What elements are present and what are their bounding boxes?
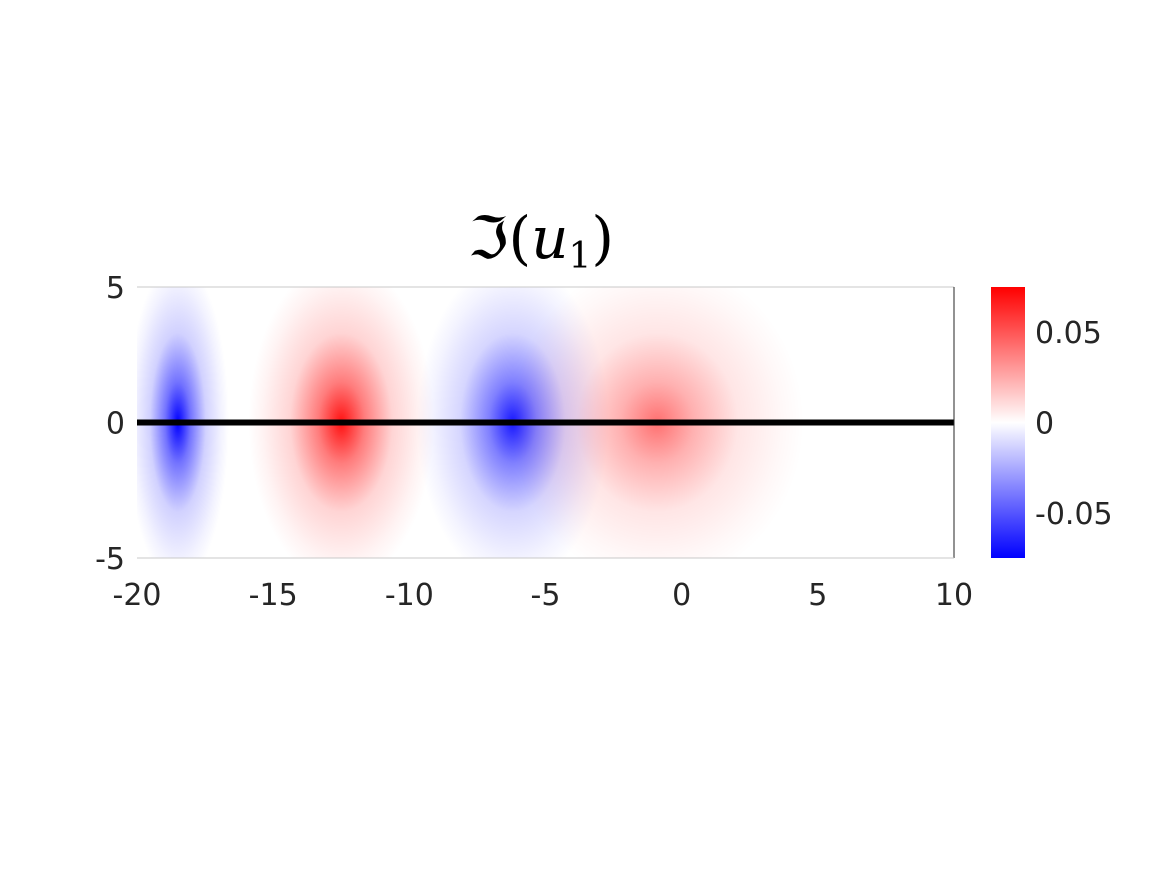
title-variable: u: [531, 204, 568, 272]
title-prefix: ℑ(: [468, 204, 531, 272]
x-tick-label: -5: [531, 578, 561, 613]
colorbar-gradient: [991, 287, 1025, 558]
x-tick-label: -20: [113, 578, 162, 613]
chart-title: ℑ(u1): [468, 204, 614, 277]
colorbar: 0.05 0 -0.05: [991, 287, 1113, 558]
title-subscript: 1: [568, 236, 591, 277]
x-tick-label: -15: [249, 578, 298, 613]
colorbar-tick-label: 0.05: [1035, 316, 1102, 351]
x-tick-label: 5: [808, 578, 827, 613]
x-tick-label: -10: [385, 578, 434, 613]
title-suffix: ): [591, 204, 614, 272]
y-tick-label: -5: [95, 542, 125, 577]
colorbar-tick-labels: 0.05 0 -0.05: [1035, 316, 1113, 532]
plot-area: [137, 286, 955, 559]
colorbar-tick-label: -0.05: [1035, 497, 1113, 532]
x-tick-labels: -20 -15 -10 -5 0 5 10: [113, 578, 974, 613]
y-tick-labels: 5 0 -5: [95, 271, 125, 577]
x-tick-label: 10: [935, 578, 973, 613]
y-tick-label: 5: [106, 271, 125, 306]
y-tick-label: 0: [106, 407, 125, 442]
colorbar-tick-label: 0: [1035, 407, 1054, 442]
x-tick-label: 0: [672, 578, 691, 613]
